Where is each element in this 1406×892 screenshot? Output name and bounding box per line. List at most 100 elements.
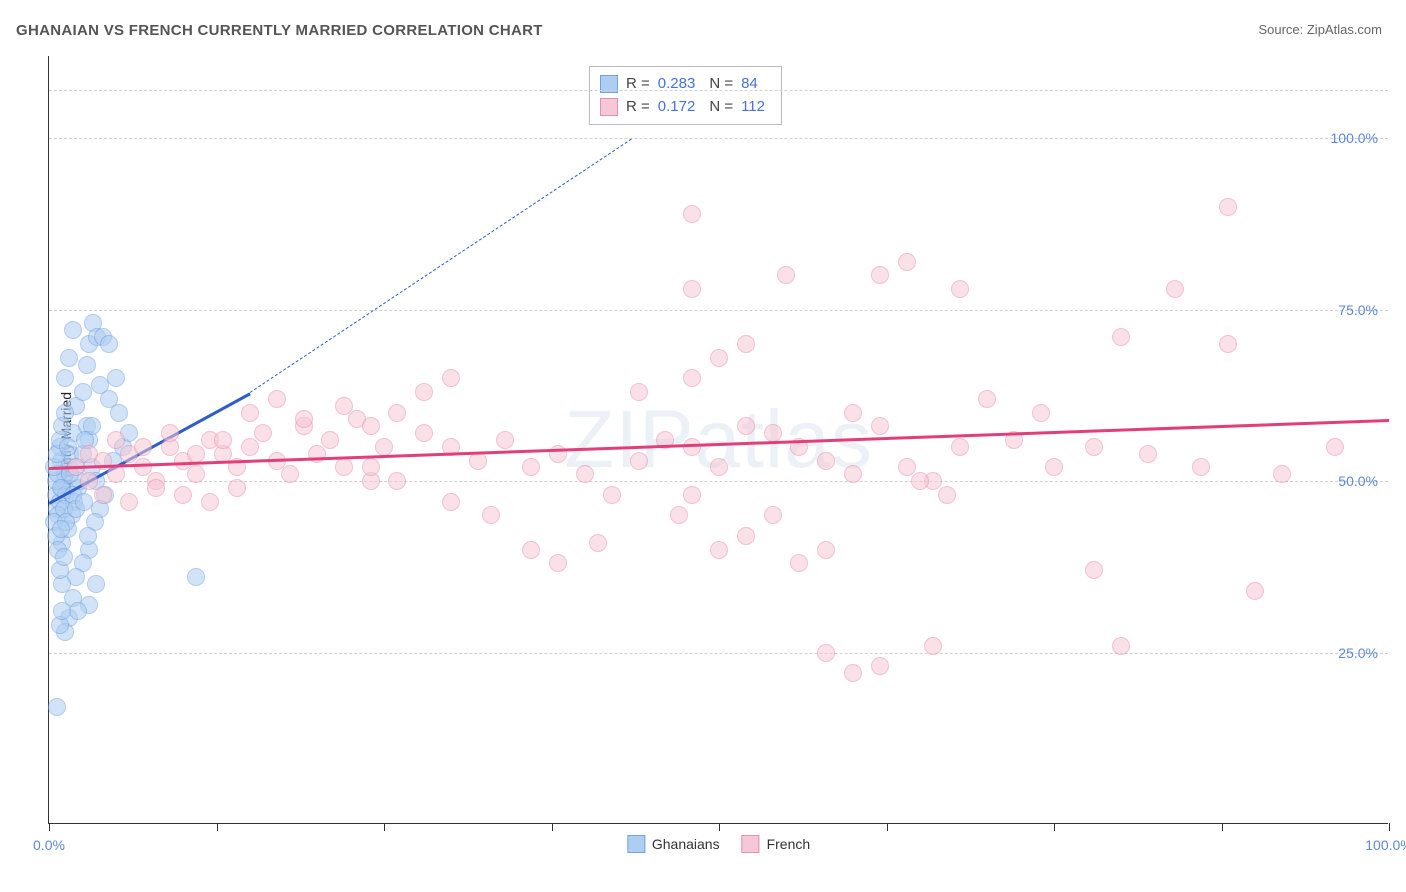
legend-item-ghanaians[interactable]: Ghanaians [627,835,720,853]
scatter-point-french [1219,198,1237,216]
scatter-point-ghanaians [87,575,105,593]
scatter-point-french [710,541,728,559]
scatter-point-french [388,404,406,422]
scatter-point-ghanaians [78,356,96,374]
scatter-point-french [911,472,929,490]
scatter-point-ghanaians [55,548,73,566]
scatter-point-ghanaians [56,404,74,422]
scatter-point-french [951,280,969,298]
scatter-point-french [737,335,755,353]
scatter-point-ghanaians [100,335,118,353]
y-tick-label: 50.0% [1338,473,1378,489]
scatter-point-french [630,452,648,470]
stats-r-value: 0.172 [658,96,696,119]
scatter-point-french [683,486,701,504]
scatter-point-french [817,541,835,559]
scatter-point-french [522,541,540,559]
y-tick-label: 100.0% [1331,130,1378,146]
scatter-point-french [120,493,138,511]
chart-title: GHANAIAN VS FRENCH CURRENTLY MARRIED COR… [16,22,543,39]
scatter-point-french [683,280,701,298]
scatter-point-french [978,390,996,408]
gridline-horizontal [49,310,1388,311]
scatter-point-french [1219,335,1237,353]
scatter-point-french [549,554,567,572]
scatter-point-french [630,383,648,401]
scatter-point-ghanaians [187,568,205,586]
x-tick [1222,823,1223,831]
scatter-point-french [764,424,782,442]
plot-area: ZIPatlas R =0.283N =84R =0.172N =112 Gha… [48,56,1388,824]
scatter-point-french [228,479,246,497]
scatter-point-french [147,479,165,497]
legend: Ghanaians French [627,835,810,853]
scatter-point-french [1166,280,1184,298]
scatter-point-french [844,465,862,483]
scatter-point-french [442,493,460,511]
gridline-horizontal [49,90,1388,91]
scatter-point-french [1112,637,1130,655]
source-attribution: Source: ZipAtlas.com [1258,22,1382,37]
scatter-point-french [496,431,514,449]
scatter-point-french [80,445,98,463]
scatter-point-ghanaians [59,438,77,456]
scatter-point-french [442,369,460,387]
scatter-point-french [335,458,353,476]
scatter-point-french [817,644,835,662]
stats-n-label: N = [709,96,733,119]
scatter-point-french [161,424,179,442]
scatter-point-french [898,253,916,271]
scatter-point-french [482,506,500,524]
scatter-point-french [522,458,540,476]
x-tick [49,823,50,831]
scatter-point-french [187,445,205,463]
scatter-point-french [201,493,219,511]
correlation-stats-box: R =0.283N =84R =0.172N =112 [589,66,782,125]
scatter-point-ghanaians [64,321,82,339]
scatter-point-ghanaians [74,383,92,401]
scatter-point-french [107,465,125,483]
scatter-point-french [254,424,272,442]
scatter-point-ghanaians [52,520,70,538]
scatter-point-french [107,431,125,449]
stats-n-label: N = [709,73,733,96]
scatter-point-french [871,417,889,435]
scatter-point-french [1326,438,1344,456]
scatter-point-french [1139,445,1157,463]
scatter-point-french [1246,582,1264,600]
scatter-point-french [388,472,406,490]
legend-item-french[interactable]: French [742,835,811,853]
scatter-point-french [817,452,835,470]
scatter-point-french [214,431,232,449]
scatter-point-french [764,506,782,524]
x-tick-label: 100.0% [1365,837,1406,853]
stats-r-label: R = [626,73,650,96]
scatter-point-french [187,465,205,483]
x-tick [384,823,385,831]
gridline-horizontal [49,481,1388,482]
scatter-point-french [268,390,286,408]
scatter-point-french [938,486,956,504]
scatter-point-french [1273,465,1291,483]
gridline-horizontal [49,653,1388,654]
scatter-point-french [777,266,795,284]
scatter-point-french [737,527,755,545]
stats-row-french: R = 0.172 N = 112 [600,96,771,119]
scatter-point-french [683,205,701,223]
stats-n-value: 112 [741,96,765,119]
scatter-point-french [871,657,889,675]
stats-r-label: R = [626,96,650,119]
scatter-point-french [670,506,688,524]
x-tick [887,823,888,831]
x-tick [1054,823,1055,831]
scatter-point-french [241,438,259,456]
scatter-point-french [375,438,393,456]
source-link[interactable]: ZipAtlas.com [1307,22,1382,37]
scatter-point-ghanaians [53,602,71,620]
scatter-point-ghanaians [75,493,93,511]
scatter-point-ghanaians [69,602,87,620]
scatter-point-ghanaians [60,349,78,367]
legend-label: Ghanaians [652,836,720,852]
scatter-point-french [871,266,889,284]
scatter-point-french [415,424,433,442]
